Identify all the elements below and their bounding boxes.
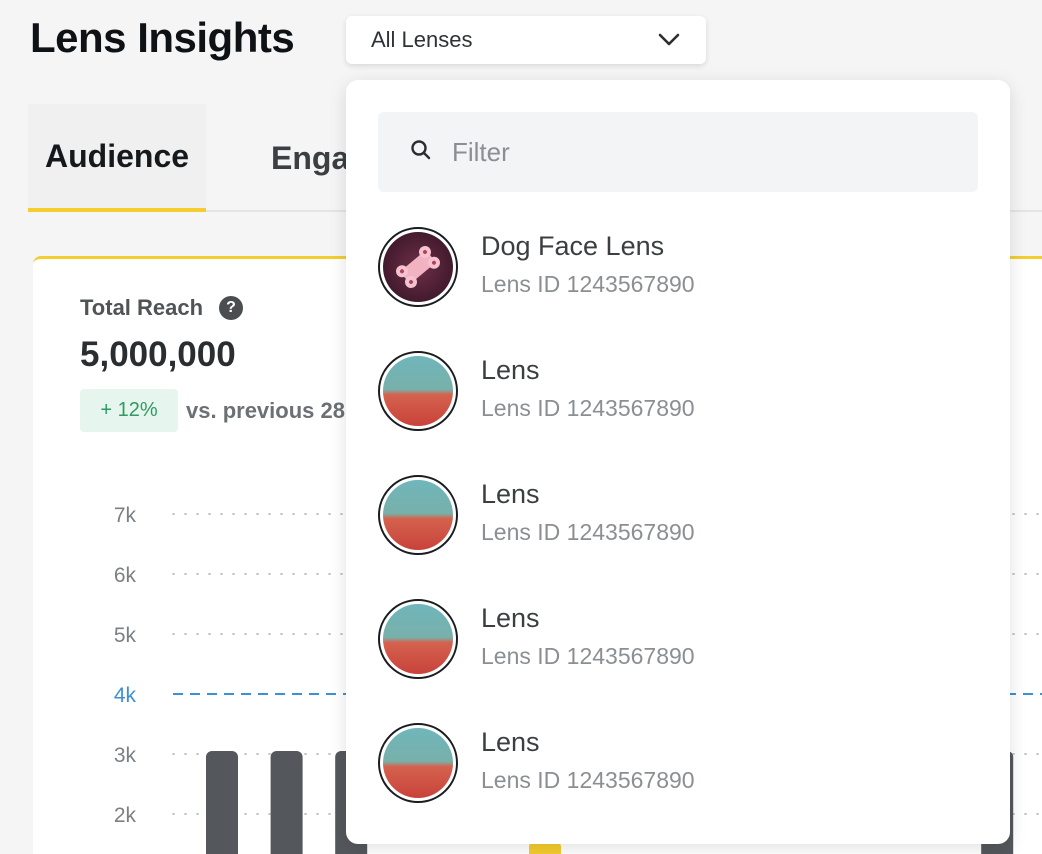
tab-audience[interactable]: Audience — [28, 104, 206, 212]
lens-name: Lens — [481, 603, 540, 633]
search-icon — [410, 139, 432, 166]
y-tick-label: 7k — [114, 504, 137, 527]
lens-select-dropdown[interactable]: All Lenses — [346, 16, 706, 64]
y-tick-label: 2k — [114, 804, 137, 827]
lens-item[interactable]: Lens Lens ID 1243567890 — [378, 349, 978, 473]
metric-label-text: Total Reach — [80, 295, 204, 320]
lens-item-dog-face[interactable]: Dog Face Lens Lens ID 1243567890 — [378, 225, 978, 349]
dog-face-thumbnail-icon — [383, 232, 453, 302]
lens-id: Lens ID 1243567890 — [481, 395, 695, 421]
gradient-thumbnail-icon — [383, 604, 453, 674]
lens-thumbnail — [378, 227, 458, 307]
lens-name: Lens — [481, 479, 540, 509]
gradient-thumbnail-icon — [383, 356, 453, 426]
lens-select-value: All Lenses — [371, 27, 473, 52]
help-icon[interactable]: ? — [219, 296, 244, 320]
lens-name: Dog Face Lens — [481, 231, 665, 261]
metric-value: 5,000,000 — [80, 335, 236, 374]
lens-item[interactable]: Lens Lens ID 1243567890 — [378, 721, 978, 845]
lens-item[interactable]: Lens Lens ID 1243567890 — [378, 473, 978, 597]
gradient-thumbnail-icon — [383, 480, 453, 550]
filter-box — [378, 112, 978, 192]
lens-id: Lens ID 1243567890 — [481, 271, 695, 297]
lens-thumbnail — [378, 723, 458, 803]
delta-badge: + 12% — [80, 389, 178, 432]
lens-name: Lens — [481, 355, 540, 385]
y-tick-label: 6k — [114, 564, 137, 587]
lens-item[interactable]: Lens Lens ID 1243567890 — [378, 597, 978, 721]
lens-id: Lens ID 1243567890 — [481, 519, 695, 545]
lens-thumbnail — [378, 599, 458, 679]
metric-label: Total Reach ? — [80, 295, 244, 321]
lens-thumbnail — [378, 351, 458, 431]
lens-name: Lens — [481, 727, 540, 757]
lens-id: Lens ID 1243567890 — [481, 767, 695, 793]
lens-dropdown-menu: Dog Face Lens Lens ID 1243567890 Lens Le… — [346, 80, 1010, 844]
lens-thumbnail — [378, 475, 458, 555]
gradient-thumbnail-icon — [383, 728, 453, 798]
lens-list: Dog Face Lens Lens ID 1243567890 Lens Le… — [378, 225, 978, 845]
chart-bar[interactable] — [206, 751, 238, 854]
y-tick-label: 5k — [114, 624, 137, 647]
chart-bar[interactable] — [529, 841, 561, 854]
y-tick-label: 4k — [114, 684, 137, 707]
lens-id: Lens ID 1243567890 — [481, 643, 695, 669]
y-tick-label: 3k — [114, 744, 137, 767]
page-title: Lens Insights — [30, 14, 295, 61]
chart-bar[interactable] — [270, 751, 303, 854]
filter-input[interactable] — [452, 136, 932, 168]
chevron-down-icon — [658, 27, 680, 53]
